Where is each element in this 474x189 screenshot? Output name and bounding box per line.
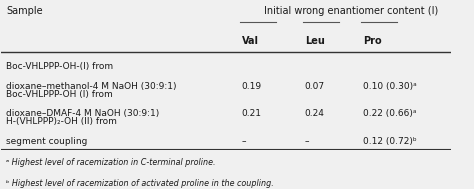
Text: Leu: Leu: [305, 36, 325, 46]
Text: ᵇ Highest level of racemization of activated proline in the coupling.: ᵇ Highest level of racemization of activ…: [6, 179, 273, 188]
Text: –: –: [305, 137, 309, 146]
Text: dioxane–methanol-4 M NaOH (30:9:1): dioxane–methanol-4 M NaOH (30:9:1): [6, 82, 176, 91]
Text: Initial wrong enantiomer content (I): Initial wrong enantiomer content (I): [264, 6, 438, 16]
Text: 0.07: 0.07: [305, 82, 325, 91]
Text: 0.12 (0.72)ᵇ: 0.12 (0.72)ᵇ: [363, 137, 417, 146]
Text: 0.22 (0.66)ᵃ: 0.22 (0.66)ᵃ: [363, 109, 417, 118]
Text: 0.21: 0.21: [242, 109, 262, 118]
Text: –: –: [242, 137, 246, 146]
Text: Boc-VHLPPP-OH (I) from: Boc-VHLPPP-OH (I) from: [6, 90, 113, 99]
Text: 0.24: 0.24: [305, 109, 325, 118]
Text: ᵃ Highest level of racemization in C-terminal proline.: ᵃ Highest level of racemization in C-ter…: [6, 158, 215, 167]
Text: segment coupling: segment coupling: [6, 137, 87, 146]
Text: Boc-VHLPPP-OH-(I) from: Boc-VHLPPP-OH-(I) from: [6, 62, 113, 71]
Text: Val: Val: [242, 36, 259, 46]
Text: H-(VHLPPP)₂-OH (II) from: H-(VHLPPP)₂-OH (II) from: [6, 118, 117, 126]
Text: 0.19: 0.19: [242, 82, 262, 91]
Text: Pro: Pro: [363, 36, 382, 46]
Text: 0.10 (0.30)ᵃ: 0.10 (0.30)ᵃ: [363, 82, 417, 91]
Text: dioxane–DMAF-4 M NaOH (30:9:1): dioxane–DMAF-4 M NaOH (30:9:1): [6, 109, 159, 118]
Text: Sample: Sample: [6, 6, 43, 16]
